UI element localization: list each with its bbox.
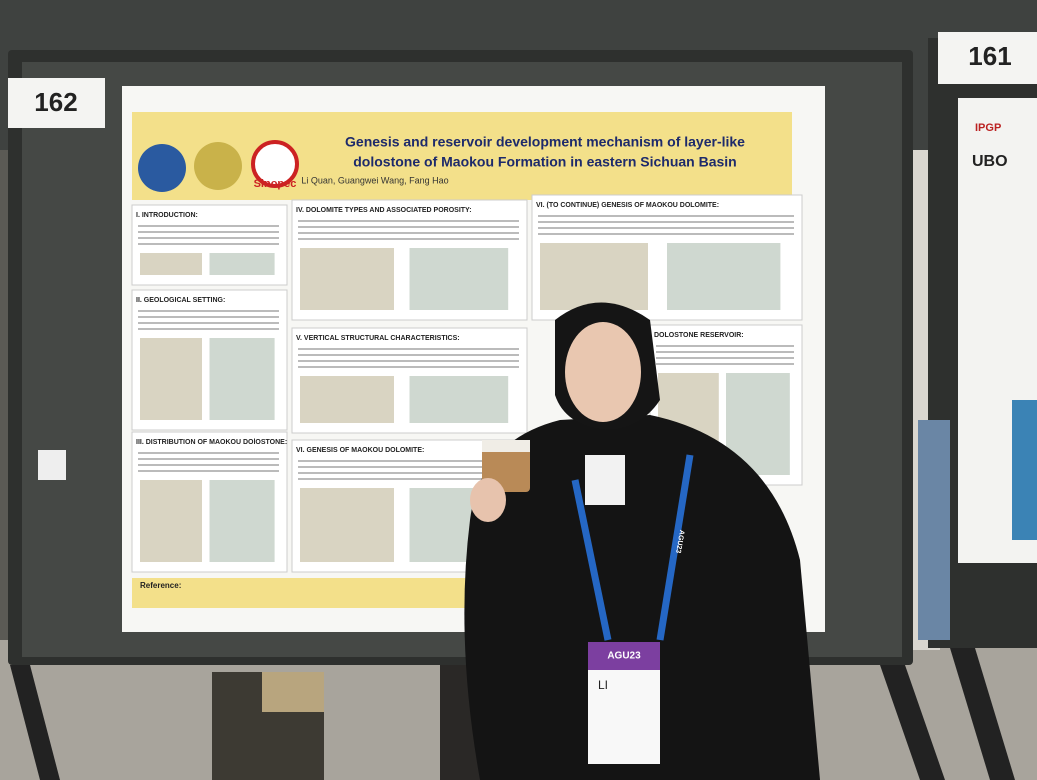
text-block xyxy=(298,460,519,462)
text-block xyxy=(656,345,794,347)
person-background xyxy=(918,420,950,640)
board-number-plate xyxy=(8,78,105,128)
board-number: 162 xyxy=(34,87,77,117)
text-block xyxy=(656,351,794,353)
text-block xyxy=(138,237,279,239)
poster-authors: Li Quan, Guangwei Wang, Fang Hao xyxy=(301,175,448,185)
text-block xyxy=(298,226,519,228)
text-block xyxy=(298,478,519,480)
person-background xyxy=(262,672,324,712)
board-number: 161 xyxy=(968,41,1011,71)
badge-header xyxy=(588,642,660,670)
figure xyxy=(300,248,394,310)
title-banner xyxy=(132,112,792,200)
text-block xyxy=(298,220,519,222)
figure xyxy=(540,243,648,310)
text-block xyxy=(538,233,794,235)
badge-name: LI xyxy=(598,678,608,692)
text-block xyxy=(656,363,794,365)
text-block xyxy=(538,227,794,229)
text-block xyxy=(298,360,519,362)
section-heading: V. VERTICAL STRUCTURAL CHARACTERISTICS: xyxy=(296,335,460,342)
figure xyxy=(209,480,275,562)
figure xyxy=(409,376,509,423)
text-block xyxy=(298,348,519,350)
text-block xyxy=(538,221,794,223)
reference-heading: Reference: xyxy=(140,581,181,590)
poster-title: dolostone of Maokou Formation in eastern… xyxy=(353,154,736,170)
section-heading: VI. GENESIS OF MAOKOU DOLOMITE: xyxy=(296,447,424,454)
poster-sections: I. INTRODUCTION: II. GEOLOGICAL SETTING: I… xyxy=(131,194,803,573)
figure xyxy=(140,253,202,275)
text-block xyxy=(138,452,279,454)
logo-text: IPGP xyxy=(975,122,1001,134)
figure xyxy=(140,480,202,562)
logo xyxy=(138,144,186,192)
figure xyxy=(1012,400,1037,540)
logo-text: UBO xyxy=(972,153,1008,170)
board-leg xyxy=(950,648,1015,780)
text-block xyxy=(138,464,279,466)
text-block xyxy=(298,232,519,234)
text-block xyxy=(298,238,519,240)
text-block xyxy=(138,225,279,227)
text-block xyxy=(298,466,519,468)
cup-lid xyxy=(482,440,530,452)
presenter-hand xyxy=(470,478,506,522)
text-block xyxy=(138,458,279,460)
figure xyxy=(209,253,275,275)
section-heading: VI. (TO CONTINUE) GENESIS OF MAOKOU DOLO… xyxy=(536,202,719,209)
lanyard xyxy=(571,479,612,641)
text-block xyxy=(538,215,794,217)
section-heading: DOLOSTONE RESERVOIR: xyxy=(654,332,744,339)
text-block xyxy=(298,354,519,356)
text-block xyxy=(138,316,279,318)
logo xyxy=(194,142,242,190)
text-block xyxy=(138,322,279,324)
cup-holder xyxy=(38,450,66,480)
figure xyxy=(300,488,394,562)
figure xyxy=(409,248,509,310)
logo xyxy=(251,140,299,188)
text-block xyxy=(138,470,279,472)
text-block xyxy=(298,366,519,368)
text-block xyxy=(138,231,279,233)
section-heading: II. GEOLOGICAL SETTING: xyxy=(136,297,225,304)
poster-title: Genesis and reservoir development mechan… xyxy=(345,134,745,150)
text-block xyxy=(298,472,519,474)
lanyard xyxy=(656,454,694,641)
figure xyxy=(300,376,394,423)
section-heading: I. INTRODUCTION: xyxy=(136,212,198,219)
presenter-jacket xyxy=(464,415,820,780)
figure xyxy=(209,338,275,420)
logo-text: Sinopec xyxy=(254,178,297,190)
lanyard-text: AGU23 xyxy=(674,529,685,553)
board-leg xyxy=(10,665,60,780)
text-block xyxy=(138,243,279,245)
board-leg xyxy=(880,665,945,780)
section-heading: IV. DOLOMITE TYPES AND ASSOCIATED POROSI… xyxy=(296,207,472,214)
text-block xyxy=(138,328,279,330)
text-block xyxy=(656,357,794,359)
coffee-cup xyxy=(482,440,530,492)
presenter-shirt xyxy=(585,455,625,505)
text-block xyxy=(138,310,279,312)
board-number-plate xyxy=(938,32,1037,84)
figure xyxy=(667,243,781,310)
presenter-face xyxy=(565,322,641,422)
section-heading: III. DISTRIBUTION OF MAOKOU DOlOSTONE: xyxy=(136,439,287,446)
figure xyxy=(140,338,202,420)
badge-event: AGU23 xyxy=(607,651,641,662)
